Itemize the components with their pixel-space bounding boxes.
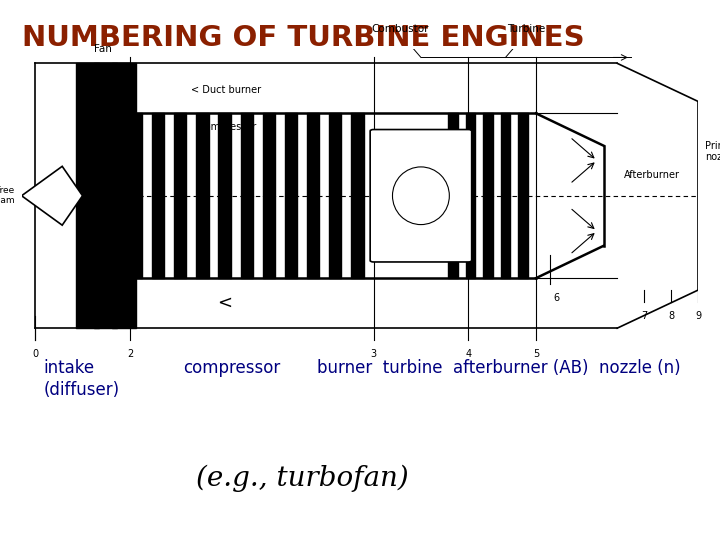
Ellipse shape — [392, 167, 449, 225]
Text: (e.g., turbofan): (e.g., turbofan) — [196, 464, 409, 491]
Text: burner  turbine  afterburner (AB)  nozzle (n): burner turbine afterburner (AB) nozzle (… — [317, 359, 680, 377]
Text: < Duct burner: < Duct burner — [191, 85, 261, 95]
Text: 9: 9 — [696, 310, 701, 321]
Text: 7: 7 — [641, 310, 647, 321]
Text: 8: 8 — [668, 310, 675, 321]
Text: (diffuser): (diffuser) — [43, 381, 120, 399]
Text: Primary
nozzle: Primary nozzle — [705, 141, 720, 163]
Text: Free
stream: Free stream — [0, 186, 15, 205]
Text: Compressor: Compressor — [198, 122, 256, 132]
Text: 6: 6 — [553, 293, 559, 303]
FancyBboxPatch shape — [370, 130, 472, 262]
Text: compressor: compressor — [184, 359, 281, 377]
Text: 0: 0 — [32, 349, 38, 359]
Text: 2: 2 — [127, 349, 133, 359]
Text: Fan: Fan — [94, 44, 112, 55]
Text: 5: 5 — [533, 349, 539, 359]
Text: Turbine: Turbine — [507, 24, 545, 34]
Text: <: < — [217, 294, 232, 312]
Text: 3: 3 — [371, 349, 377, 359]
Text: 4: 4 — [465, 349, 472, 359]
Polygon shape — [22, 166, 83, 225]
Text: NUMBERING OF TURBINE ENGINES: NUMBERING OF TURBINE ENGINES — [22, 24, 584, 52]
Text: Afterburner: Afterburner — [624, 170, 680, 180]
Text: intake: intake — [43, 359, 94, 377]
Text: Combustor: Combustor — [372, 24, 429, 34]
